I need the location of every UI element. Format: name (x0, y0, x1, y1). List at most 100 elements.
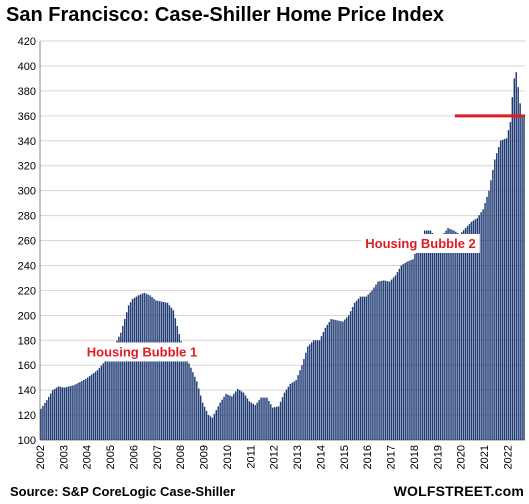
bar (377, 281, 379, 440)
bar (478, 215, 480, 440)
bar (223, 396, 225, 440)
bar (124, 319, 126, 440)
bar (106, 358, 108, 440)
y-axis-ticks: 100 120 140 160 180 200 220 240 260 280 300 320 340 3… (18, 36, 36, 447)
y-tick-label: 240 (18, 260, 36, 272)
x-tick-label: 2011 (245, 445, 257, 469)
bar (338, 320, 340, 440)
bar (398, 268, 401, 440)
bar (449, 228, 451, 440)
bar (348, 315, 350, 440)
bar (86, 377, 89, 440)
bar (416, 248, 418, 440)
y-tick-label: 100 (18, 435, 36, 447)
bar (67, 386, 69, 440)
bar (390, 279, 393, 440)
bar (131, 299, 134, 440)
bar (252, 403, 255, 440)
bar (334, 319, 336, 440)
bar (53, 388, 56, 440)
bar (235, 391, 237, 440)
bar (85, 378, 87, 440)
bar (266, 397, 268, 440)
x-tick-label: 2004 (82, 445, 94, 469)
bar (100, 365, 103, 440)
bar (501, 139, 504, 440)
x-tick-label: 2007 (152, 445, 164, 469)
bar (192, 372, 194, 440)
bar (340, 321, 342, 440)
bar (468, 223, 471, 440)
bar (110, 352, 112, 440)
bar (225, 393, 227, 440)
bar (496, 153, 498, 440)
bar (219, 402, 221, 440)
bar (359, 296, 362, 440)
bar (425, 230, 428, 440)
bar (447, 228, 449, 440)
bar (174, 318, 177, 440)
bar (133, 297, 136, 440)
bar (71, 385, 73, 440)
y-tick-label: 300 (18, 186, 36, 198)
bar (61, 387, 64, 440)
bar (159, 301, 161, 440)
bar (227, 394, 229, 440)
bar (229, 395, 231, 440)
bar (310, 342, 313, 440)
y-tick-label: 320 (18, 161, 36, 173)
bar (476, 218, 479, 440)
bar (474, 219, 477, 440)
bar (497, 146, 500, 440)
annotation-label: Housing Bubble 1 (87, 344, 197, 359)
x-tick-label: 2013 (292, 445, 304, 469)
bar (316, 340, 319, 440)
y-tick-label: 420 (18, 36, 36, 48)
bar (299, 370, 301, 440)
annotation-bg (361, 233, 480, 253)
bar (135, 296, 138, 440)
bar (462, 230, 465, 440)
bar (250, 402, 253, 440)
x-tick-label: 2019 (432, 445, 444, 469)
brand-logo-text: WOLFSTREET.com (393, 483, 524, 499)
bar (365, 296, 367, 440)
bar (213, 413, 216, 440)
bar (42, 405, 44, 440)
bar (268, 400, 270, 440)
bar (176, 326, 179, 440)
y-tick-label: 340 (18, 136, 36, 148)
bar (180, 341, 182, 440)
bar (83, 379, 85, 440)
bar (96, 370, 99, 440)
bar (303, 358, 305, 440)
bar (503, 139, 506, 440)
bar (120, 332, 122, 440)
bar (435, 238, 438, 440)
source-note: Source: S&P CoreLogic Case-Shiller (10, 484, 236, 499)
bar (443, 233, 445, 440)
bar (515, 72, 517, 440)
bar (505, 138, 508, 440)
bar (59, 386, 62, 440)
bar (122, 325, 124, 440)
bar (305, 352, 307, 440)
x-tick-label: 2018 (409, 445, 421, 469)
bar (346, 317, 348, 440)
bar (330, 319, 332, 440)
bar (155, 300, 157, 440)
x-tick-label: 2020 (456, 445, 468, 469)
y-tick-label: 200 (18, 310, 36, 322)
bar (488, 190, 490, 440)
bar (344, 319, 346, 440)
bar (242, 392, 245, 440)
bar (153, 298, 155, 440)
bar (400, 265, 403, 440)
bar (423, 230, 426, 440)
bar (291, 382, 293, 440)
bar (349, 311, 352, 440)
bar (215, 410, 217, 440)
bar (293, 381, 295, 440)
bar (272, 407, 274, 440)
